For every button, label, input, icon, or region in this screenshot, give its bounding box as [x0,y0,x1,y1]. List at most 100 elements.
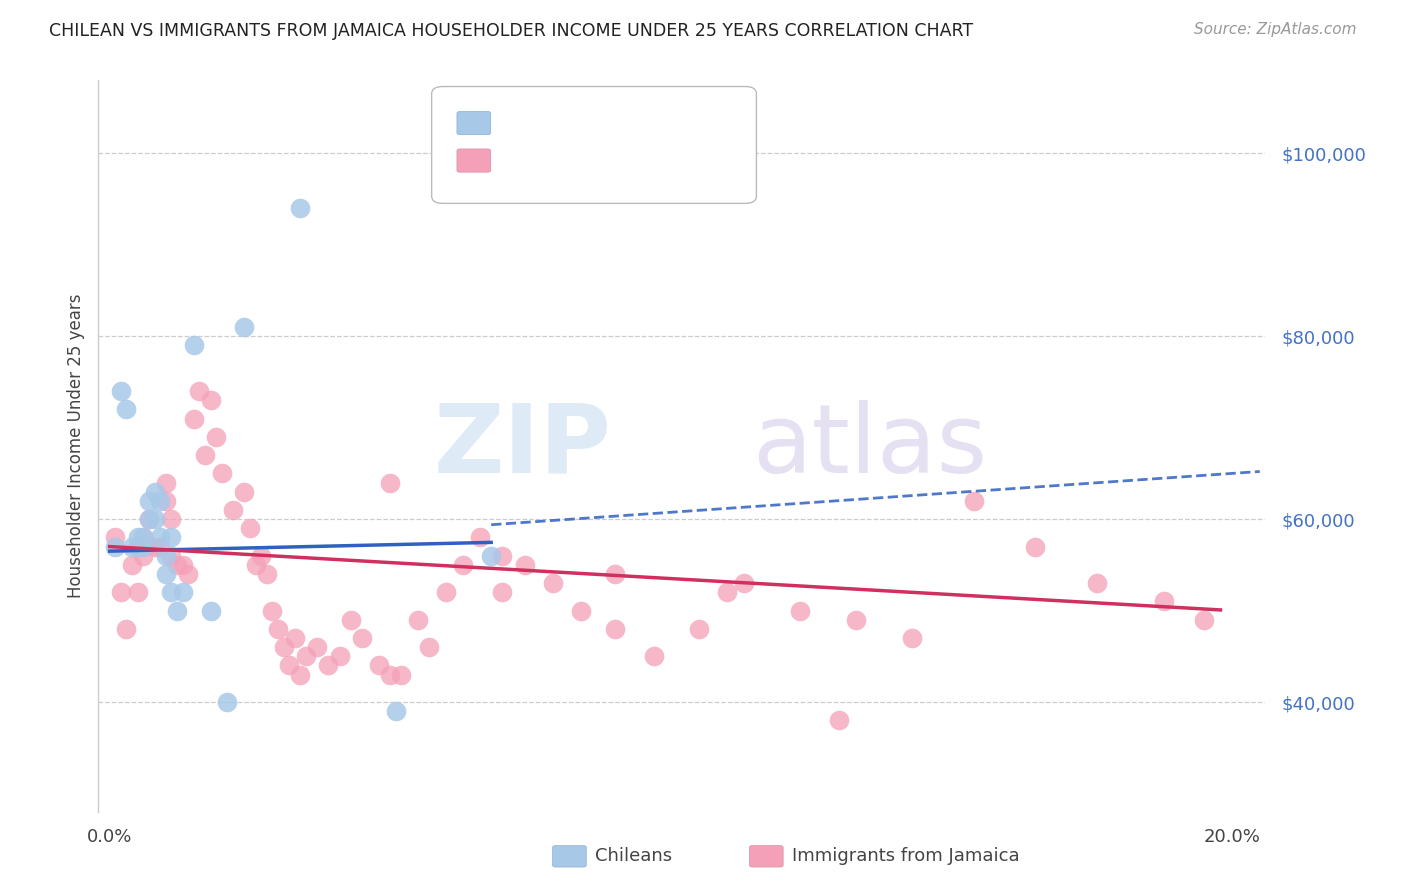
Point [479,549,502,563]
Point [200,604,222,618]
Point [121,558,143,572]
Text: -0.120: -0.120 [541,151,610,170]
Point [166,604,188,618]
Point [222,503,245,517]
Point [845,613,868,627]
Point [160,549,183,563]
Point [290,667,312,681]
Point [368,658,391,673]
Point [127,530,149,544]
Point [250,549,273,563]
Point [389,667,412,681]
Point [318,658,340,673]
Point [160,530,183,544]
Point [962,494,984,508]
Point [245,558,267,572]
Point [603,622,626,636]
Point [901,631,924,645]
Point [569,604,592,618]
Point [384,704,406,718]
Point [307,640,329,655]
Point [166,558,188,572]
Point [1024,540,1046,554]
Point [329,649,352,664]
Point [132,530,155,544]
Text: Immigrants from Jamaica: Immigrants from Jamaica [792,847,1019,865]
Point [132,530,155,544]
Point [188,384,211,399]
Point [149,530,172,544]
Point [132,540,155,554]
Text: 70: 70 [650,151,676,170]
Point [716,585,738,599]
Text: N =: N = [607,152,647,169]
Point [284,631,307,645]
Text: R =: R = [499,114,538,132]
Point [378,667,402,681]
Text: Chileans: Chileans [595,847,672,865]
Point [217,695,239,709]
Point [643,649,665,664]
Text: atlas: atlas [752,400,987,492]
Point [262,604,284,618]
Point [149,540,172,554]
Point [406,613,429,627]
Point [267,622,290,636]
Point [183,411,205,425]
Point [1192,613,1215,627]
Point [155,475,177,490]
Point [149,494,172,508]
Point [239,521,262,535]
Point [541,576,564,591]
Text: 27: 27 [650,113,676,133]
Point [155,549,177,563]
Point [233,320,256,334]
Point [352,631,374,645]
Point [205,430,228,444]
Text: N =: N = [607,114,647,132]
Point [340,613,363,627]
Point [110,585,132,599]
Point [194,448,217,462]
Point [513,558,536,572]
Point [160,512,183,526]
Point [138,494,160,508]
Point [418,640,440,655]
Point [110,384,132,399]
Point [104,540,127,554]
Point [143,512,166,526]
Point [434,585,457,599]
Text: CHILEAN VS IMMIGRANTS FROM JAMAICA HOUSEHOLDER INCOME UNDER 25 YEARS CORRELATION: CHILEAN VS IMMIGRANTS FROM JAMAICA HOUSE… [49,22,973,40]
Point [115,402,138,417]
Point [155,567,177,582]
Point [172,585,194,599]
Point [160,585,183,599]
Point [233,484,256,499]
Point [468,530,491,544]
Text: R =: R = [499,152,538,169]
Point [278,658,301,673]
Point [1085,576,1108,591]
Y-axis label: Householder Income Under 25 years: Householder Income Under 25 years [66,293,84,599]
Point [491,549,513,563]
Point [733,576,755,591]
Point [789,604,811,618]
Point [1153,594,1175,608]
Point [256,567,278,582]
Point [688,622,710,636]
Point [115,622,138,636]
Point [177,567,200,582]
Point [491,585,513,599]
Point [127,540,149,554]
Point [143,484,166,499]
Text: Source: ZipAtlas.com: Source: ZipAtlas.com [1194,22,1357,37]
Point [451,558,474,572]
Point [603,567,626,582]
Point [143,540,166,554]
Text: 0.061: 0.061 [541,113,603,133]
Point [183,338,205,352]
Point [155,494,177,508]
Point [211,467,233,481]
Point [273,640,295,655]
Point [295,649,318,664]
